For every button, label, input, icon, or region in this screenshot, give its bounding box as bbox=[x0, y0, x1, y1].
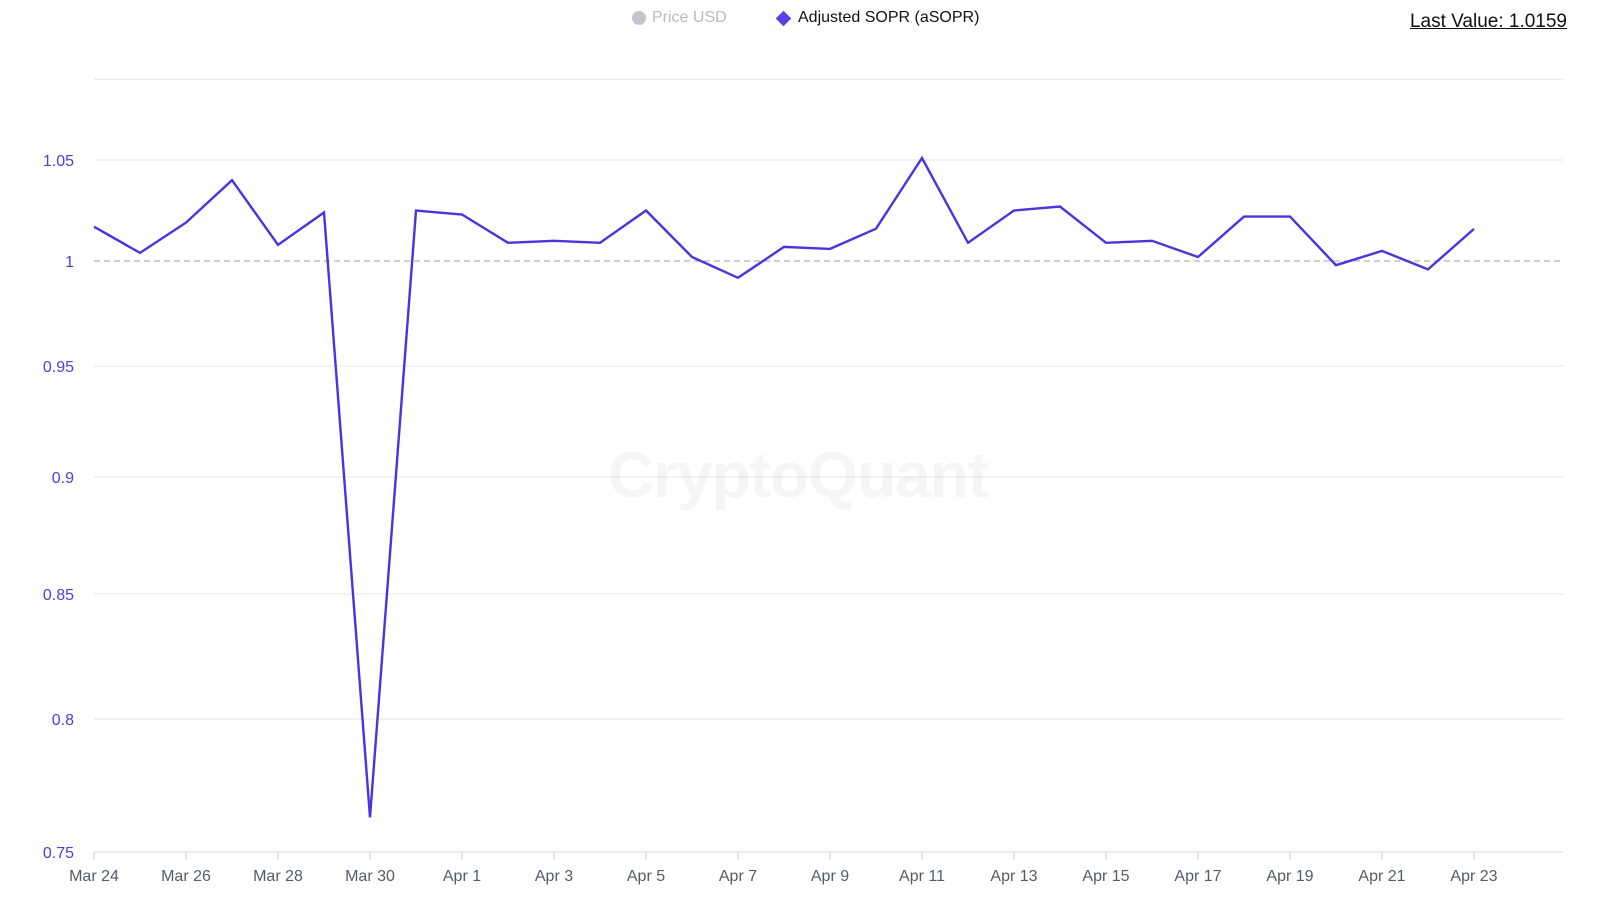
x-tick-label: Mar 30 bbox=[345, 868, 395, 885]
x-tick-label: Apr 15 bbox=[1082, 868, 1129, 885]
x-tick-label: Apr 11 bbox=[899, 868, 945, 885]
legend-label-sopr: Adjusted SOPR (aSOPR) bbox=[798, 9, 980, 26]
y-tick-label: 0.9 bbox=[52, 470, 74, 487]
x-tick-label: Apr 17 bbox=[1174, 868, 1221, 885]
x-tick-label: Apr 1 bbox=[443, 868, 481, 885]
x-tick-label: Apr 21 bbox=[1358, 868, 1405, 885]
y-tick-label: 0.8 bbox=[52, 712, 74, 729]
x-tick-label: Apr 23 bbox=[1450, 868, 1497, 885]
chart-legend: Price USD Adjusted SOPR (aSOPR) bbox=[0, 9, 1600, 33]
circle-icon bbox=[632, 11, 646, 25]
x-tick-label: Apr 13 bbox=[990, 868, 1037, 885]
x-tick-label: Apr 7 bbox=[719, 868, 757, 885]
y-axis: 0.75 0.8 0.85 0.9 0.95 1 1.05 bbox=[43, 153, 74, 862]
legend-item-price-usd[interactable]: Price USD bbox=[632, 9, 727, 27]
x-tick-label: Apr 5 bbox=[627, 868, 665, 885]
x-tick-label: Apr 19 bbox=[1266, 868, 1313, 885]
x-axis: Mar 24 Mar 26 Mar 28 Mar 30 Apr 1 Apr 3 Apr 5 A… bbox=[69, 852, 1498, 885]
legend-label-price: Price USD bbox=[652, 9, 727, 26]
y-tick-label: 0.75 bbox=[43, 845, 74, 862]
y-tick-label: 1.05 bbox=[43, 153, 74, 170]
x-tick-label: Apr 9 bbox=[811, 868, 849, 885]
x-tick-label: Mar 24 bbox=[69, 868, 119, 885]
x-tick-label: Apr 3 bbox=[535, 868, 573, 885]
y-tick-label: 0.85 bbox=[43, 587, 74, 604]
watermark-logo: CryptoQuant bbox=[598, 438, 998, 512]
diamond-icon bbox=[775, 10, 792, 26]
legend-item-asopr[interactable]: Adjusted SOPR (aSOPR) bbox=[775, 9, 980, 27]
y-tick-label: 1 bbox=[65, 254, 74, 271]
x-tick-label: Mar 28 bbox=[253, 868, 303, 885]
grid-lines bbox=[94, 78, 1563, 853]
sopr-series-line bbox=[93, 155, 1475, 818]
last-value-readout[interactable]: Last Value: 1.0159 bbox=[1409, 11, 1567, 32]
x-tick-label: Mar 26 bbox=[161, 868, 211, 885]
y-tick-label: 0.95 bbox=[43, 359, 74, 376]
